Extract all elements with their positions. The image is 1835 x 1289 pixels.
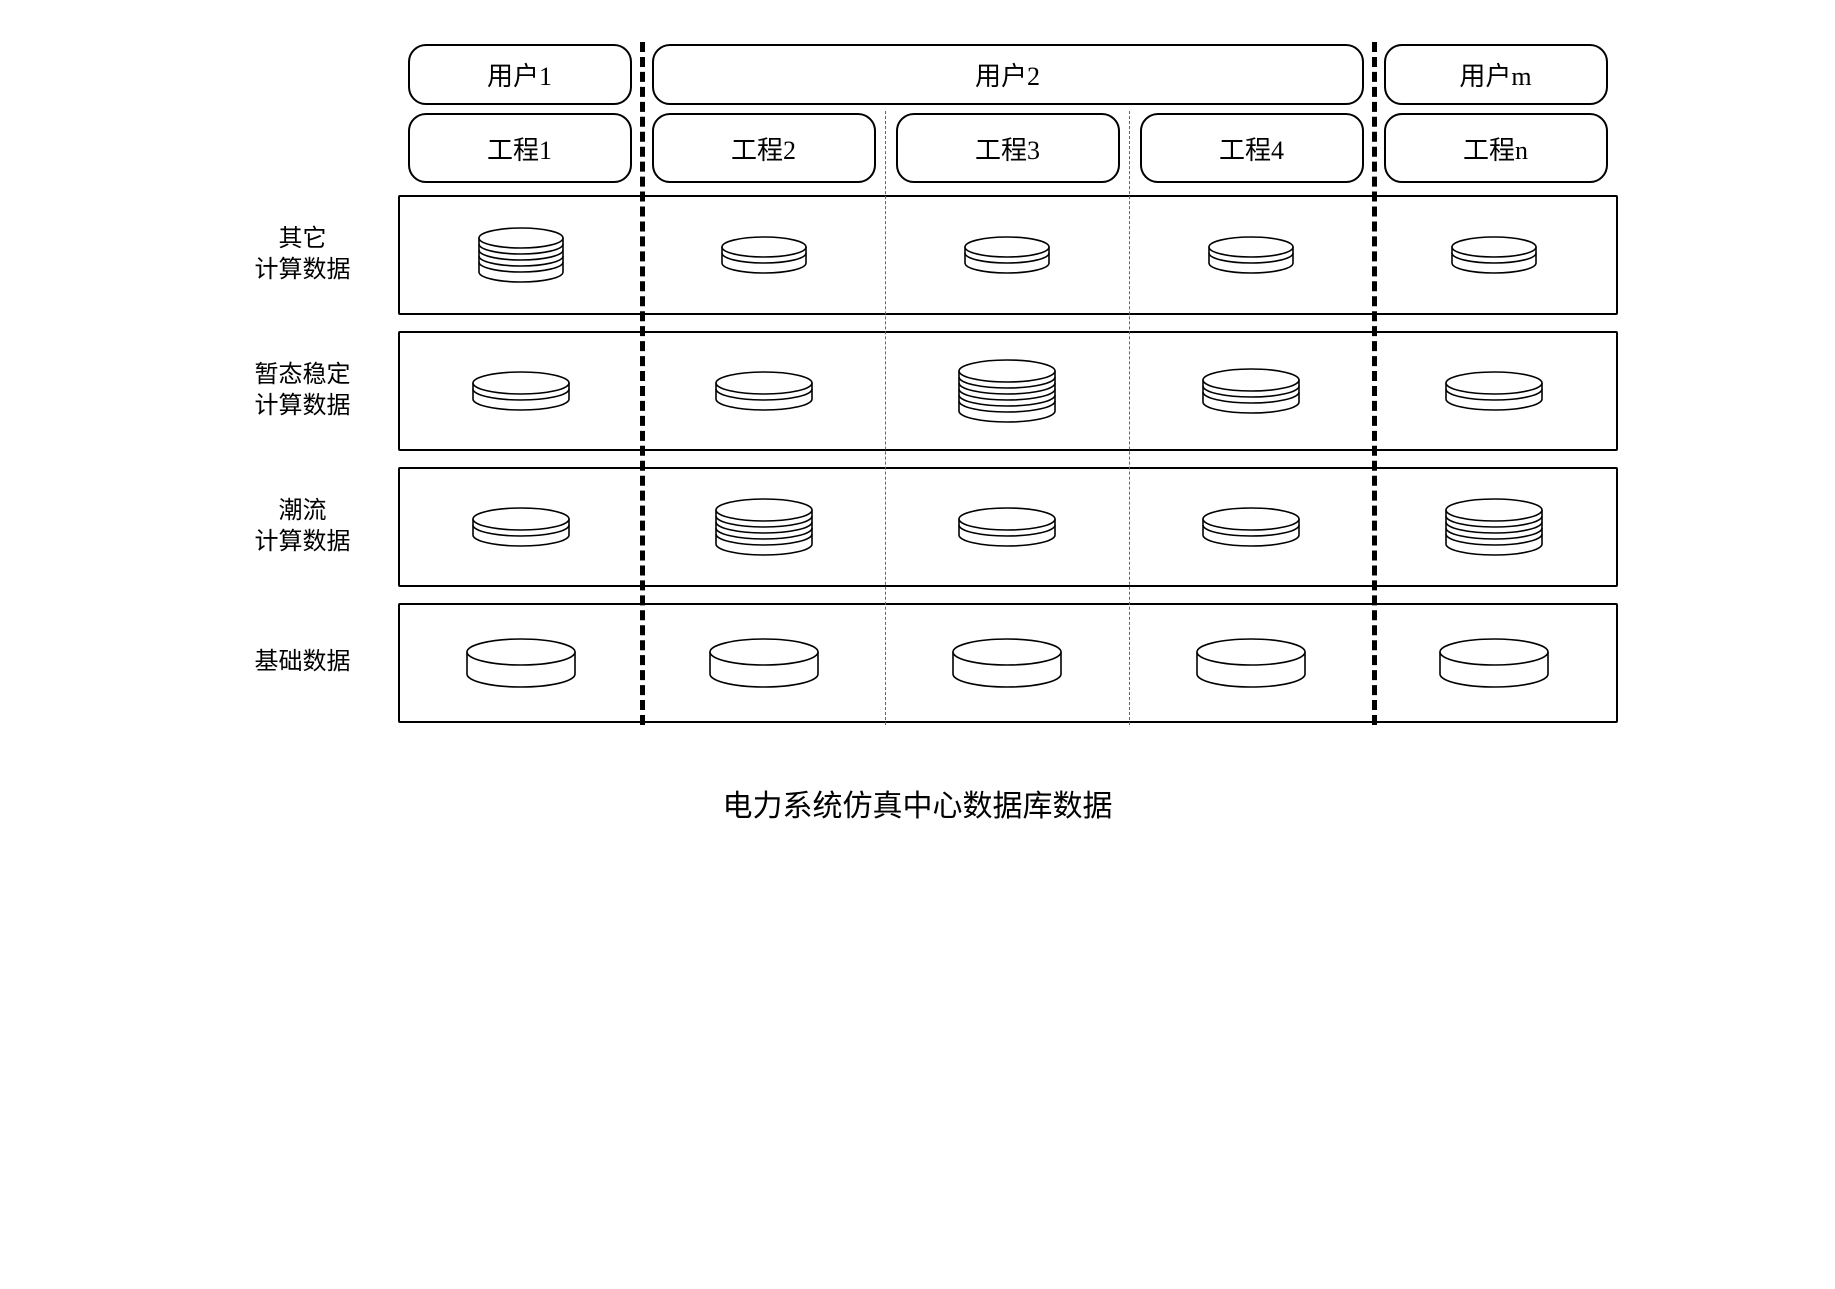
data-cell [400,469,643,585]
row-label: 其它 计算数据 [218,187,398,323]
spacer [218,109,398,187]
caption: 电力系统仿真中心数据库数据 [218,781,1618,825]
data-cell [1129,605,1372,721]
row-label: 潮流 计算数据 [218,459,398,595]
data-cell [1372,469,1615,585]
project-box: 工程1 [408,113,632,183]
diagram-container: 用户1 用户2 用户m 工程1 工程2 工程3 工程4 工程n 其它 计算数据暂态稳定 计算数据… [218,40,1618,825]
data-cell [1129,469,1372,585]
project-box: 工程4 [1140,113,1364,183]
row-label: 基础数据 [218,595,398,731]
data-cell [1129,333,1372,449]
data-cell [643,333,886,449]
project-box: 工程3 [896,113,1120,183]
data-cell [400,605,643,721]
data-cell [643,197,886,313]
data-cell [1372,605,1615,721]
project-box: 工程n [1384,113,1608,183]
spacer [218,40,398,109]
user-box: 用户1 [408,44,632,105]
user-box: 用户2 [652,44,1364,105]
data-cell [886,605,1129,721]
data-row [398,467,1618,587]
data-cell [643,605,886,721]
data-cell [1372,197,1615,313]
project-box: 工程2 [652,113,876,183]
row-label: 暂态稳定 计算数据 [218,323,398,459]
data-cell [643,469,886,585]
user-box: 用户m [1384,44,1608,105]
data-cell [886,333,1129,449]
data-cell [400,333,643,449]
data-row [398,195,1618,315]
data-cell [1372,333,1615,449]
data-cell [886,197,1129,313]
data-cell [886,469,1129,585]
data-row [398,603,1618,723]
data-row [398,331,1618,451]
data-cell [400,197,643,313]
data-cell [1129,197,1372,313]
